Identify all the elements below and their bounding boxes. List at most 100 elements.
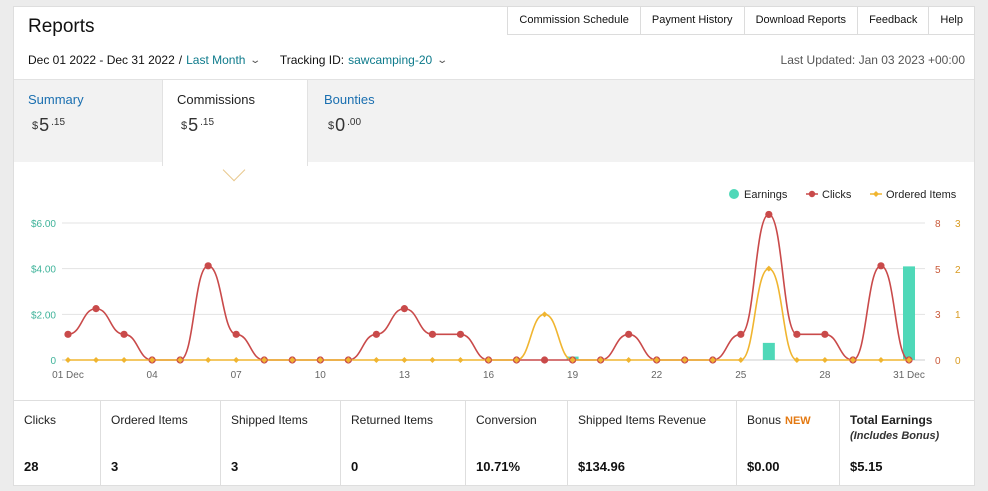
clicks-point — [120, 330, 128, 338]
x-tick-label: 19 — [567, 370, 579, 381]
date-range: Dec 01 2022 - Dec 31 2022 — [28, 53, 175, 67]
report-tabs: Summary $ 5 .15 Commissions $ 5 .15 Boun… — [14, 79, 974, 166]
ordered-items-point — [765, 265, 772, 272]
stat-label: Bonus NEW — [747, 413, 829, 427]
page-title: Reports — [28, 16, 95, 37]
stat-value: 10.71% — [476, 459, 521, 474]
chevron-down-icon[interactable]: ⌄ — [249, 54, 262, 66]
tab-bounties[interactable]: Bounties $ 0 .00 — [310, 80, 460, 164]
stat-value: 28 — [24, 459, 39, 474]
ordered-items-point — [849, 357, 856, 363]
tab-commissions[interactable]: Commissions $ 5 .15 — [162, 80, 308, 166]
ordered-items-point — [793, 357, 800, 363]
ordered-items-point — [429, 357, 436, 363]
ordered-items-point — [737, 357, 744, 363]
payment-history-button[interactable]: Payment History — [640, 6, 745, 35]
legend-ordered-label: Ordered Items — [886, 189, 957, 201]
x-tick-label: 07 — [231, 370, 243, 381]
earnings-bar — [903, 266, 915, 360]
feedback-button[interactable]: Feedback — [858, 6, 930, 35]
tab-summary-amount: $ 5 .15 — [28, 115, 148, 136]
period-dropdown[interactable]: Last Month — [186, 53, 246, 67]
ordered-items-point — [541, 311, 548, 318]
ordered-items-point — [121, 357, 128, 363]
stat-returned-items: Returned Items 0 — [341, 401, 466, 486]
ordered-items-point — [653, 357, 660, 363]
ordered-items-point — [597, 357, 604, 363]
stat-ordered-items: Ordered Items 3 — [101, 401, 221, 486]
y-tick-label: $2.00 — [31, 310, 56, 321]
clicks-axis-tick-label: 3 — [935, 310, 941, 321]
date-separator: / — [178, 53, 183, 67]
amount-cents: .00 — [347, 117, 362, 128]
earnings-bar — [762, 342, 775, 360]
clicks-point — [64, 330, 72, 338]
stat-label: Total Earnings — [850, 413, 933, 427]
stat-value: $134.96 — [578, 459, 625, 474]
currency-symbol: $ — [328, 120, 335, 132]
amount-whole: 5 — [39, 115, 50, 135]
tab-commissions-label: Commissions — [177, 92, 256, 107]
bonus-label: Bonus — [747, 413, 782, 427]
stats-row: Clicks 28 Ordered Items 3 Shipped Items … — [14, 400, 974, 486]
amount-cents: .15 — [200, 117, 215, 128]
stat-value: $5.15 — [850, 459, 883, 474]
stat-label: Clicks — [24, 413, 56, 427]
ordered-items-point — [149, 357, 156, 363]
tab-summary[interactable]: Summary $ 5 .15 — [14, 80, 162, 164]
stat-value: 3 — [111, 459, 119, 474]
ordered-items-point — [709, 357, 716, 363]
new-badge: NEW — [785, 415, 811, 427]
ordered-items-point — [373, 357, 380, 363]
download-reports-button[interactable]: Download Reports — [744, 6, 859, 35]
clicks-point — [456, 330, 465, 338]
ordered-items-point — [261, 357, 268, 363]
stat-bonus: Bonus NEW $0.00 — [737, 401, 840, 486]
clicks-point — [372, 330, 380, 338]
tab-summary-label: Summary — [28, 92, 84, 107]
commission-schedule-button[interactable]: Commission Schedule — [507, 6, 641, 35]
x-tick-label: 13 — [399, 370, 411, 381]
ordered-items-point — [457, 357, 464, 363]
chevron-down-icon[interactable]: ⌄ — [436, 54, 449, 66]
clicks-point — [540, 356, 549, 364]
top-nav: Commission Schedule Payment History Down… — [507, 6, 975, 35]
clicks-point — [793, 330, 801, 338]
amount-whole: 0 — [335, 115, 346, 135]
legend-ordered-marker — [873, 191, 879, 197]
clicks-point — [204, 262, 212, 270]
ordered-items-point — [317, 357, 324, 363]
y-tick-label: $4.00 — [31, 265, 56, 276]
ordered-items-point — [877, 357, 884, 363]
legend-earnings-marker — [729, 189, 739, 199]
ordered-items-point — [485, 357, 492, 363]
ordered-items-point — [513, 357, 520, 363]
currency-symbol: $ — [32, 120, 39, 132]
tracking-id-dropdown[interactable]: sawcamping-20 — [348, 53, 433, 67]
tab-bounties-amount: $ 0 .00 — [324, 115, 446, 136]
clicks-point — [821, 330, 829, 338]
currency-symbol: $ — [181, 120, 188, 132]
clicks-line — [67, 213, 910, 361]
tab-commissions-amount: $ 5 .15 — [177, 115, 293, 136]
reports-panel: Reports Commission Schedule Payment Hist… — [13, 6, 975, 486]
legend-clicks-marker — [808, 190, 816, 198]
help-button[interactable]: Help — [929, 6, 975, 35]
stat-value: $0.00 — [747, 459, 780, 474]
y-tick-label: 0 — [50, 356, 56, 367]
clicks-point — [428, 330, 437, 338]
clicks-point — [765, 210, 773, 219]
x-tick-label: 31 Dec — [893, 370, 925, 381]
ordered-items-point — [681, 357, 688, 363]
clicks-point — [625, 330, 633, 338]
last-updated: Last Updated: Jan 03 2023 +00:00 — [780, 53, 965, 67]
clicks-axis-tick-label: 8 — [935, 219, 941, 230]
ordered-items-point — [233, 357, 240, 363]
ordered-items-point — [205, 357, 212, 363]
clicks-axis-tick-label: 5 — [935, 265, 941, 276]
clicks-axis-tick-label: 0 — [935, 356, 941, 367]
x-tick-label: 28 — [819, 370, 831, 381]
ordered-axis-tick-label: 2 — [955, 265, 961, 276]
stat-label: Conversion — [476, 413, 537, 427]
stat-value: 0 — [351, 459, 359, 474]
